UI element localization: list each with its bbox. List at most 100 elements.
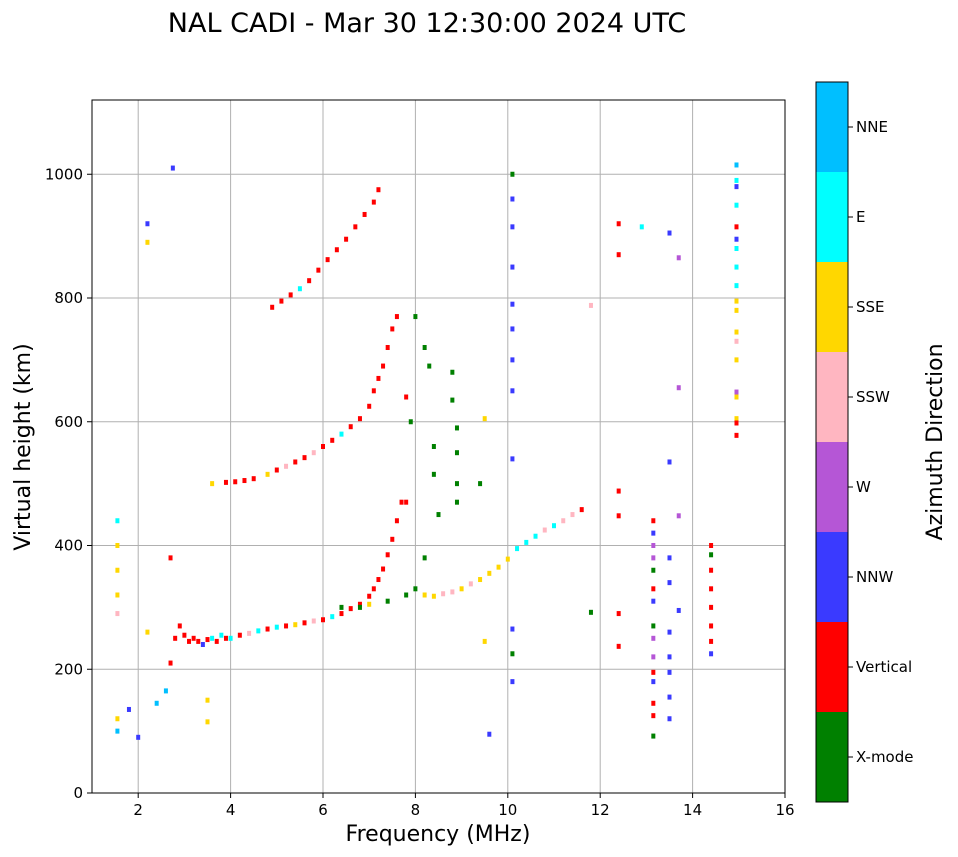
data-point: [205, 637, 210, 643]
data-point: [734, 329, 739, 335]
data-point: [371, 199, 376, 205]
data-point: [734, 283, 739, 289]
y-tick-label: 600: [54, 413, 83, 431]
data-point: [431, 444, 436, 449]
data-point: [404, 499, 409, 505]
data-point: [145, 629, 150, 635]
data-point: [145, 239, 150, 245]
data-point: [450, 369, 455, 375]
y-tick-label: 1000: [45, 165, 83, 183]
data-point: [450, 397, 455, 403]
data-point: [588, 609, 593, 615]
data-point: [357, 416, 362, 422]
colorbar-tick-label: E: [856, 208, 865, 226]
data-point: [182, 632, 187, 638]
data-point: [357, 601, 362, 607]
data-point: [734, 416, 739, 422]
data-point: [413, 314, 418, 320]
data-point: [173, 635, 178, 641]
data-point: [288, 292, 293, 298]
x-tick-label: 12: [591, 801, 610, 819]
data-point: [311, 618, 316, 624]
colorbar-segment: [816, 442, 848, 532]
data-point: [284, 463, 289, 469]
data-marks: [115, 162, 739, 740]
chart-title: NAL CADI - Mar 30 12:30:00 2024 UTC: [168, 8, 686, 39]
data-point: [734, 236, 739, 242]
data-point: [325, 257, 330, 263]
data-point: [616, 643, 621, 649]
data-point: [223, 479, 228, 485]
data-point: [168, 660, 173, 666]
data-point: [487, 731, 492, 737]
data-point: [651, 623, 656, 629]
data-point: [115, 716, 120, 722]
data-point: [170, 165, 175, 171]
data-point: [676, 607, 681, 613]
data-point: [214, 638, 219, 644]
data-point: [219, 632, 224, 638]
data-point: [187, 638, 192, 644]
data-point: [667, 694, 672, 700]
y-axis-ticks: 0 200 400 600 800 1000: [45, 165, 92, 802]
data-point: [390, 326, 395, 332]
data-point: [205, 697, 210, 703]
data-point: [136, 734, 141, 740]
data-point: [616, 513, 621, 519]
data-point: [115, 567, 120, 573]
data-point: [436, 512, 441, 518]
colorbar-segment: [816, 262, 848, 352]
data-point: [734, 420, 739, 426]
data-point: [450, 589, 455, 595]
data-point: [237, 632, 242, 638]
data-point: [427, 363, 432, 369]
data-point: [651, 733, 656, 739]
data-point: [709, 638, 714, 644]
data-point: [510, 679, 515, 685]
data-point: [667, 716, 672, 722]
data-point: [431, 471, 436, 477]
data-point: [210, 635, 215, 641]
data-point: [588, 302, 593, 308]
data-point: [478, 577, 483, 583]
data-point: [459, 586, 464, 592]
data-point: [709, 586, 714, 592]
data-point: [616, 488, 621, 494]
data-point: [394, 518, 399, 524]
data-point: [200, 642, 205, 647]
data-point: [404, 394, 409, 400]
data-point: [734, 357, 739, 363]
colorbar-tick-label: X-mode: [856, 748, 913, 766]
data-point: [339, 611, 344, 617]
data-point: [205, 719, 210, 725]
data-point: [265, 626, 270, 632]
data-point: [284, 623, 289, 629]
data-point: [431, 593, 436, 599]
data-point: [408, 419, 413, 425]
data-point: [422, 592, 427, 598]
x-tick-label: 8: [411, 801, 421, 819]
data-point: [454, 450, 459, 456]
data-point: [510, 388, 515, 394]
data-point: [251, 476, 256, 482]
data-point: [667, 230, 672, 236]
y-tick-label: 200: [54, 660, 83, 678]
data-point: [667, 629, 672, 635]
data-point: [734, 394, 739, 400]
data-point: [734, 338, 739, 344]
data-point: [510, 456, 515, 462]
x-axis-label: Frequency (MHz): [346, 822, 531, 847]
data-point: [390, 536, 395, 542]
data-point: [210, 481, 215, 487]
data-point: [311, 450, 316, 456]
data-point: [385, 345, 390, 350]
data-point: [274, 467, 279, 473]
data-point: [367, 403, 372, 409]
data-point: [168, 555, 173, 561]
colorbar-tick-label: Vertical: [856, 658, 912, 676]
data-point: [709, 604, 714, 610]
data-point: [293, 622, 298, 628]
colorbar-label: Azimuth Direction: [923, 343, 948, 540]
data-point: [404, 592, 409, 598]
